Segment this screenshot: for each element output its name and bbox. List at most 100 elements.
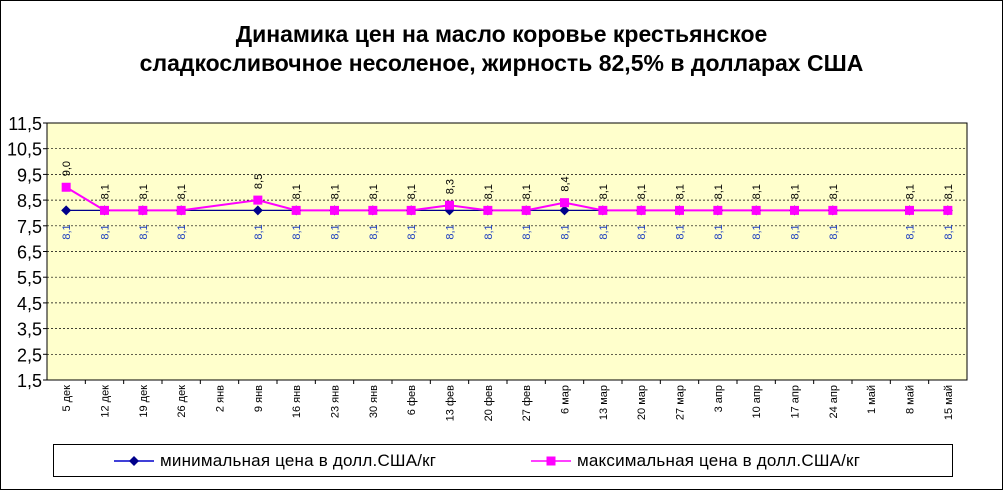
- x-tick-label: 23 янв: [330, 385, 342, 418]
- y-tick-label: 8,5: [17, 191, 42, 211]
- min-data-label: 8,1: [828, 224, 840, 239]
- max-data-label: 8,1: [713, 184, 725, 199]
- max-point: [176, 205, 186, 215]
- max-point: [61, 182, 71, 192]
- y-tick-label: 3,5: [17, 320, 42, 340]
- max-data-label: 8,1: [828, 184, 840, 199]
- max-data-label: 8,1: [751, 184, 763, 199]
- min-data-label: 8,1: [406, 224, 418, 239]
- y-tick-label: 1,5: [17, 371, 42, 391]
- min-data-label: 8,1: [483, 224, 495, 239]
- chart-legend: минимальная цена в долл.США/кг максималь…: [53, 444, 953, 477]
- x-tick-label: 6 фев: [406, 385, 418, 415]
- x-tick-label: 19 дек: [138, 385, 150, 418]
- min-point: [61, 205, 72, 216]
- max-data-label: 8,4: [560, 176, 572, 191]
- min-data-label: 8,1: [790, 224, 802, 239]
- max-point: [100, 205, 109, 215]
- y-tick-label: 10,5: [7, 140, 42, 160]
- x-tick-label: 1 май: [866, 385, 878, 414]
- min-data-label: 8,1: [61, 224, 73, 239]
- max-point: [521, 205, 531, 215]
- min-data-label: 8,1: [253, 224, 265, 239]
- legend-min-swatch: [114, 455, 154, 466]
- max-point: [675, 205, 684, 215]
- x-tick-label: 13 фев: [445, 385, 457, 421]
- x-tick-label: 24 апр: [828, 385, 840, 418]
- max-point: [790, 205, 799, 215]
- max-data-label: 8,5: [253, 174, 265, 189]
- max-point: [751, 205, 761, 215]
- x-tick-label: 3 апр: [713, 385, 725, 412]
- min-data-label: 8,1: [675, 224, 687, 239]
- y-tick-label: 9,5: [17, 165, 42, 185]
- legend-max-label: максимальная цена в долл.США/кг: [577, 450, 861, 470]
- x-tick-label: 10 апр: [751, 385, 763, 418]
- x-tick-label: 26 дек: [176, 385, 188, 418]
- x-tick-label: 9 янв: [253, 385, 265, 412]
- x-tick-label: 15 май: [943, 385, 955, 420]
- min-data-label: 8,1: [751, 224, 763, 239]
- min-data-label: 8,1: [943, 224, 955, 239]
- max-data-label: 8,1: [100, 184, 112, 199]
- x-tick-label: 5 дек: [61, 385, 73, 412]
- x-tick-label: 27 фев: [521, 385, 533, 421]
- y-tick-label: 2,5: [17, 345, 42, 365]
- min-data-label: 8,1: [100, 224, 112, 239]
- min-data-label: 8,1: [330, 224, 342, 239]
- max-data-label: 8,1: [483, 184, 495, 199]
- min-data-label: 8,1: [521, 224, 533, 239]
- y-tick-label: 6,5: [17, 243, 42, 263]
- max-point: [943, 205, 953, 215]
- x-tick-label: 30 янв: [368, 385, 380, 418]
- min-data-label: 8,1: [138, 224, 150, 239]
- legend-max-swatch: [531, 456, 571, 465]
- min-data-label: 8,1: [368, 224, 380, 239]
- line-chart: 11,5 10,5 9,5 8,5 7,5 6,5 5,5 4,5 3,5 2,5 1,5 5 дек…: [7, 114, 968, 421]
- max-data-label: 8,1: [675, 184, 687, 199]
- x-tick-label: 17 апр: [790, 385, 802, 418]
- max-point: [828, 205, 838, 215]
- min-point: [559, 205, 570, 216]
- max-data-label: 8,1: [790, 184, 802, 199]
- x-tick-label: 6 мар: [560, 385, 572, 414]
- max-point: [636, 205, 646, 215]
- max-data-label: 8,3: [445, 179, 457, 194]
- x-tick-label: 8 май: [905, 385, 917, 414]
- x-tick-label: 20 мар: [636, 385, 648, 420]
- x-tick-label: 12 дек: [100, 385, 112, 418]
- max-point: [368, 205, 378, 215]
- max-data-label: 8,1: [943, 184, 955, 199]
- min-data-label: 8,1: [713, 224, 725, 239]
- max-data-label: 8,1: [598, 184, 610, 199]
- y-tick-label: 5,5: [17, 268, 42, 288]
- max-data-label: 8,1: [291, 184, 303, 199]
- max-point: [598, 205, 608, 215]
- min-data-label: 8,1: [291, 224, 303, 239]
- chart-title: Динамика цен на масло коровье крестьянск…: [0, 20, 1003, 78]
- max-point: [253, 195, 263, 205]
- y-tick-label: 7,5: [17, 217, 42, 237]
- max-point: [905, 205, 914, 215]
- legend-item-max: максимальная цена в долл.США/кг: [531, 445, 860, 476]
- max-data-label: 8,1: [176, 184, 188, 199]
- x-tick-label: 13 мар: [598, 385, 610, 420]
- min-point: [252, 205, 263, 216]
- min-data-label: 8,1: [636, 224, 648, 239]
- y-tick-label: 4,5: [17, 294, 42, 314]
- max-data-label: 8,1: [905, 184, 917, 199]
- x-tick-label: 2 янв: [215, 385, 227, 412]
- max-point: [483, 205, 493, 215]
- max-data-label: 9,0: [61, 161, 73, 176]
- legend-item-min: минимальная цена в долл.США/кг: [114, 445, 436, 476]
- max-data-label: 8,1: [330, 184, 342, 199]
- x-tick-label: 20 фев: [483, 385, 495, 421]
- max-data-label: 8,1: [368, 184, 380, 199]
- x-tick-label: 16 янв: [291, 385, 303, 418]
- min-data-label: 8,1: [560, 224, 572, 239]
- max-point: [406, 205, 416, 215]
- y-tick-label: 11,5: [8, 114, 42, 134]
- max-point: [291, 205, 301, 215]
- chart-title-line-2: сладкосливочное несоленое, жирность 82,5…: [139, 50, 864, 76]
- max-data-label: 8,1: [406, 184, 418, 199]
